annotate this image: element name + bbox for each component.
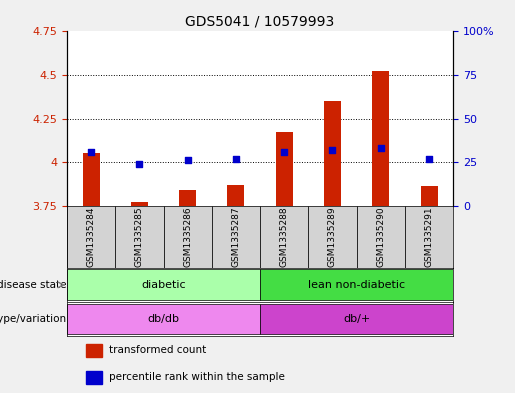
- Bar: [179, 190, 196, 206]
- FancyBboxPatch shape: [67, 304, 260, 334]
- Point: [232, 155, 240, 162]
- Text: db/+: db/+: [343, 314, 370, 324]
- Point: [280, 149, 288, 155]
- Bar: [82, 153, 99, 206]
- Point: [329, 147, 337, 153]
- Point: [376, 145, 385, 151]
- Point: [183, 157, 192, 163]
- Text: GSM1335288: GSM1335288: [280, 206, 289, 267]
- Bar: [87, 344, 102, 357]
- Text: GSM1335290: GSM1335290: [376, 206, 385, 267]
- Bar: [131, 202, 148, 206]
- FancyBboxPatch shape: [260, 304, 453, 334]
- Point: [135, 161, 144, 167]
- Point: [87, 149, 95, 155]
- Text: genotype/variation: genotype/variation: [0, 314, 67, 324]
- Title: GDS5041 / 10579993: GDS5041 / 10579993: [185, 15, 335, 29]
- FancyBboxPatch shape: [356, 206, 405, 268]
- FancyBboxPatch shape: [260, 206, 308, 268]
- Bar: [372, 72, 389, 206]
- FancyBboxPatch shape: [67, 206, 115, 268]
- Text: GSM1335286: GSM1335286: [183, 206, 192, 267]
- Bar: [87, 371, 102, 384]
- Bar: [324, 101, 341, 206]
- FancyBboxPatch shape: [405, 206, 453, 268]
- Text: disease state: disease state: [0, 280, 67, 290]
- Text: transformed count: transformed count: [109, 345, 207, 356]
- Text: GSM1335285: GSM1335285: [135, 206, 144, 267]
- FancyBboxPatch shape: [308, 206, 356, 268]
- Text: GSM1335284: GSM1335284: [87, 206, 96, 267]
- Text: GSM1335287: GSM1335287: [231, 206, 241, 267]
- Bar: [276, 132, 293, 206]
- Text: db/db: db/db: [147, 314, 180, 324]
- FancyBboxPatch shape: [163, 206, 212, 268]
- Bar: [228, 185, 245, 206]
- FancyBboxPatch shape: [115, 206, 163, 268]
- Text: diabetic: diabetic: [141, 280, 186, 290]
- Text: GSM1335291: GSM1335291: [424, 206, 434, 267]
- FancyBboxPatch shape: [260, 270, 453, 300]
- Text: GSM1335289: GSM1335289: [328, 206, 337, 267]
- Point: [425, 155, 433, 162]
- FancyBboxPatch shape: [212, 206, 260, 268]
- Text: lean non-diabetic: lean non-diabetic: [308, 280, 405, 290]
- Text: percentile rank within the sample: percentile rank within the sample: [109, 372, 285, 382]
- FancyBboxPatch shape: [67, 270, 260, 300]
- Bar: [421, 186, 438, 206]
